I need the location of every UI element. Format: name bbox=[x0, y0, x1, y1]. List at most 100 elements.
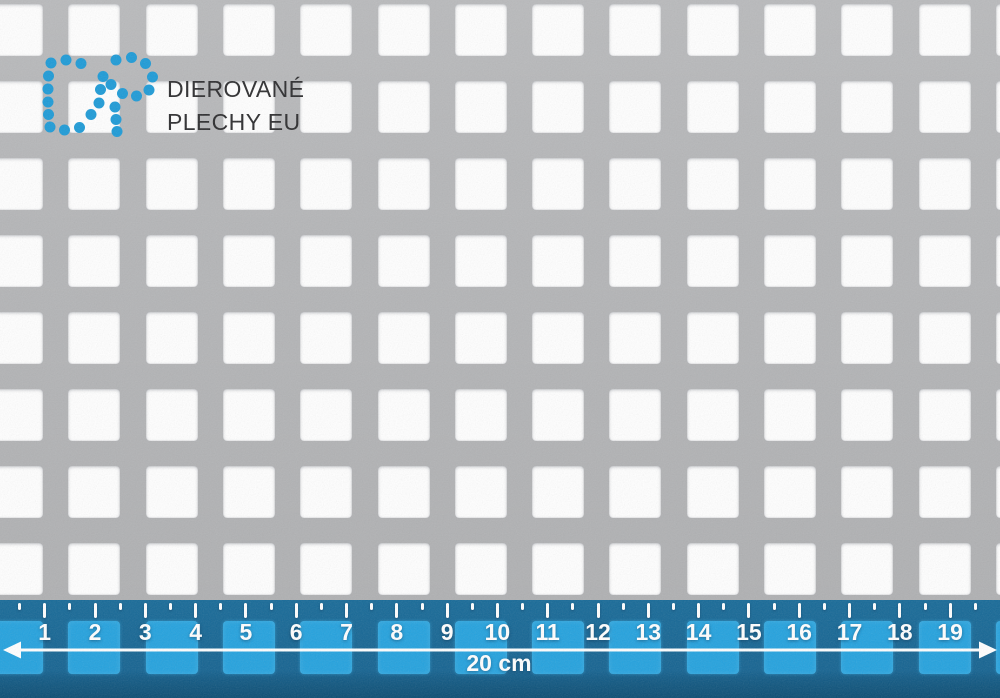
ruler-number: 3 bbox=[138, 619, 152, 645]
logo-dot bbox=[131, 90, 142, 102]
logo-dot bbox=[45, 57, 57, 69]
perforation-hole bbox=[300, 4, 353, 56]
perforation-hole bbox=[532, 466, 585, 518]
perforation-hole bbox=[841, 81, 894, 133]
perforation-hole bbox=[764, 389, 816, 441]
perforation-hole bbox=[0, 81, 43, 133]
perforation-hole bbox=[609, 389, 662, 441]
perforation-hole bbox=[300, 235, 353, 287]
perforation-hole bbox=[454, 158, 507, 210]
perforation-hole bbox=[609, 312, 662, 364]
ruler-tick-major bbox=[143, 603, 147, 618]
ruler-tick-major bbox=[93, 603, 97, 618]
perforation-hole bbox=[377, 235, 430, 287]
perforation-hole bbox=[454, 543, 507, 595]
perforation-hole bbox=[222, 312, 275, 364]
ruler-tick-minor bbox=[420, 603, 424, 610]
perforation-hole bbox=[686, 158, 739, 210]
ruler-number: 17 bbox=[836, 619, 863, 645]
ruler-tick-minor bbox=[470, 603, 474, 610]
ruler-number: 8 bbox=[390, 619, 404, 645]
perforation-hole bbox=[995, 235, 1000, 287]
perforation-hole bbox=[995, 312, 1000, 364]
ruler-tick-minor bbox=[672, 603, 676, 610]
perforation-hole bbox=[377, 158, 430, 210]
perforation-hole bbox=[764, 81, 816, 133]
logo-dot bbox=[85, 109, 97, 120]
logo-dot bbox=[43, 109, 54, 120]
perforation-hole bbox=[377, 81, 430, 133]
perforation-hole bbox=[686, 543, 739, 595]
perforation-hole bbox=[764, 235, 816, 287]
perforation-hole bbox=[68, 158, 121, 210]
perforation-hole bbox=[995, 389, 1000, 441]
perforation-hole bbox=[686, 466, 739, 518]
perforation-hole bbox=[918, 235, 971, 287]
ruler-tick-major bbox=[43, 603, 47, 618]
perforation-hole bbox=[0, 543, 43, 595]
perforation-hole bbox=[145, 543, 198, 595]
perforation-hole bbox=[532, 543, 585, 595]
ruler-number: 16 bbox=[786, 619, 812, 645]
perforation-hole bbox=[377, 312, 430, 364]
perforation-hole bbox=[841, 389, 894, 441]
ruler-tick-major bbox=[848, 603, 851, 618]
ruler-tick-major bbox=[445, 603, 449, 618]
perforation-hole bbox=[841, 543, 894, 595]
perforation-hole bbox=[222, 4, 275, 56]
ruler-tick-major bbox=[898, 603, 902, 618]
perforation-hole bbox=[609, 158, 662, 210]
ruler-number: 2 bbox=[88, 619, 102, 645]
perforation-hole bbox=[764, 312, 816, 364]
logo-dot bbox=[43, 70, 54, 82]
perforation-hole bbox=[686, 235, 739, 287]
logo-dot bbox=[109, 101, 121, 113]
perforation-hole bbox=[686, 81, 739, 133]
perforation-hole bbox=[841, 466, 894, 518]
ruler-tick-minor bbox=[873, 603, 877, 610]
perforation-hole bbox=[609, 4, 662, 56]
perforation-hole bbox=[300, 158, 353, 210]
perforation-hole bbox=[995, 543, 1000, 595]
perforation-hole bbox=[454, 466, 507, 518]
logo-dot bbox=[97, 71, 109, 82]
ruler-tick-major bbox=[294, 603, 298, 618]
ruler-tick-major bbox=[395, 603, 399, 618]
perforation-hole bbox=[918, 389, 971, 441]
perforation-hole bbox=[145, 235, 198, 287]
perforation-hole bbox=[145, 466, 198, 518]
perforation-hole bbox=[300, 389, 353, 441]
logo-dot bbox=[140, 58, 151, 69]
perforation-hole bbox=[918, 158, 971, 210]
perforation-hole bbox=[377, 543, 430, 595]
perforation-hole bbox=[145, 389, 198, 441]
perforation-hole bbox=[918, 4, 971, 56]
perforation-hole bbox=[841, 312, 894, 364]
logo-dot bbox=[42, 96, 54, 108]
ruler-number: 5 bbox=[239, 619, 253, 645]
ruler-tick-minor bbox=[269, 603, 273, 610]
brand-name-line2: PLECHY EU bbox=[167, 109, 301, 135]
perforation-hole bbox=[454, 4, 507, 56]
perforation-hole bbox=[764, 158, 816, 210]
perforation-hole bbox=[995, 158, 1000, 210]
ruler-tick-minor bbox=[169, 603, 173, 610]
ruler-tick-minor bbox=[370, 603, 374, 610]
ruler-tick-minor bbox=[118, 603, 122, 610]
perforation-hole bbox=[995, 466, 1000, 518]
perforation-hole bbox=[532, 158, 585, 210]
ruler-number: 9 bbox=[440, 619, 454, 645]
logo-dot bbox=[147, 71, 158, 83]
logo-dot bbox=[44, 121, 56, 133]
perforation-hole bbox=[532, 389, 585, 441]
ruler-number: 4 bbox=[189, 619, 202, 645]
logo-dot bbox=[93, 97, 105, 109]
perforation-hole bbox=[764, 4, 816, 56]
ruler-tick-major bbox=[747, 603, 751, 618]
perforation-hole bbox=[609, 543, 662, 595]
logo-dot bbox=[110, 54, 122, 66]
ruler-number: 15 bbox=[736, 619, 762, 645]
logo-dot bbox=[105, 79, 117, 90]
perforation-hole bbox=[764, 466, 816, 518]
